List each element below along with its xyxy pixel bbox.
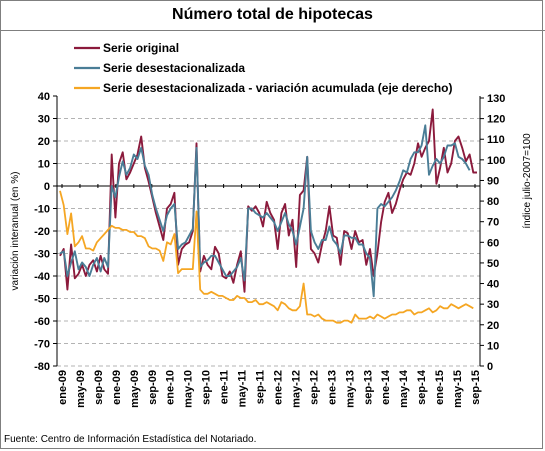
left-axis-label: variación interanual (en %) (10, 172, 21, 291)
left-tick-label: -80 (34, 361, 50, 373)
series-line-3 (59, 190, 474, 324)
right-tick-label: 90 (487, 175, 499, 187)
left-axis-ticks: 40 30 20 10 0 -10 -20 -30 -40 -50 -60 -70 -80 (34, 91, 57, 373)
right-tick-label: 40 (487, 279, 499, 291)
x-tick-label: ene-13 (326, 370, 338, 405)
left-tick-label: -70 (34, 339, 50, 351)
series-line-1 (59, 108, 477, 293)
x-tick-label: sep-12 (308, 370, 320, 405)
x-tick-label: may-13 (344, 370, 356, 408)
left-tick-label: 30 (38, 114, 50, 126)
x-tick-label: ene-09 (111, 370, 123, 405)
x-tick-label: sep-09 (93, 370, 105, 405)
legend: Serie original Serie desestacionalizada Se… (74, 41, 452, 95)
series-line-2 (59, 124, 471, 298)
x-tick-label: ene-14 (380, 369, 392, 405)
right-tick-label: 50 (487, 258, 499, 270)
right-tick-label: 10 (487, 340, 499, 352)
x-tick-label: may-12 (290, 370, 302, 408)
x-tick-label: may-11 (237, 370, 249, 407)
x-axis-ticks: ene-09 may-09 sep-09 ene-09 may-09 sep-09 ene-… (57, 184, 482, 408)
left-tick-label: -40 (34, 271, 50, 283)
right-axis-label: índice julio-2007=100 (522, 133, 533, 229)
right-tick-label: 0 (487, 361, 493, 373)
x-tick-label: ene-12 (272, 370, 284, 405)
x-tick-label: ene-11 (219, 370, 231, 404)
x-tick-label: may-15 (452, 370, 464, 408)
left-tick-label: -20 (34, 226, 50, 238)
left-tick-label: 0 (44, 181, 50, 193)
series-layer (59, 108, 477, 324)
x-tick-label: sep-09 (147, 370, 159, 405)
right-tick-label: 130 (487, 93, 505, 105)
right-tick-label: 30 (487, 299, 499, 311)
x-tick-label: ene-15 (434, 370, 446, 405)
x-tick-label: may-09 (129, 370, 141, 408)
right-tick-label: 80 (487, 196, 499, 208)
x-tick-label: may-09 (75, 370, 87, 408)
x-tick-label: may-14 (398, 369, 410, 408)
x-tick-label: sep-11 (255, 370, 267, 404)
x-tick-label: ene-09 (57, 370, 69, 405)
x-tick-label: sep-14 (416, 369, 428, 405)
right-tick-label: 70 (487, 217, 499, 229)
right-tick-label: 60 (487, 237, 499, 249)
x-tick-label: may-10 (183, 370, 195, 408)
right-tick-label: 110 (487, 134, 505, 146)
chart-title: Número total de hipotecas (172, 6, 373, 23)
x-tick-label: sep-13 (362, 370, 374, 405)
left-tick-label: -60 (34, 316, 50, 328)
right-tick-label: 100 (487, 155, 505, 167)
source-note: Fuente: Centro de Información Estadístic… (4, 434, 257, 445)
left-tick-label: 40 (38, 91, 50, 103)
right-tick-label: 20 (487, 320, 499, 332)
title-bar: Número total de hipotecas (0, 0, 545, 31)
legend-label-3: Serie desestacionalizada - variación acu… (103, 81, 452, 95)
x-tick-label: sep-15 (470, 370, 482, 405)
x-tick-label: sep-10 (201, 370, 213, 405)
legend-label-1: Serie original (103, 41, 179, 55)
left-tick-label: -10 (34, 204, 50, 216)
left-tick-label: -30 (34, 249, 50, 261)
left-tick-label: 10 (38, 159, 50, 171)
left-tick-label: 20 (38, 136, 50, 148)
x-tick-label: ene-10 (165, 370, 177, 405)
legend-label-2: Serie desestacionalizada (103, 61, 245, 75)
right-tick-label: 120 (487, 114, 505, 126)
left-tick-label: -50 (34, 294, 50, 306)
